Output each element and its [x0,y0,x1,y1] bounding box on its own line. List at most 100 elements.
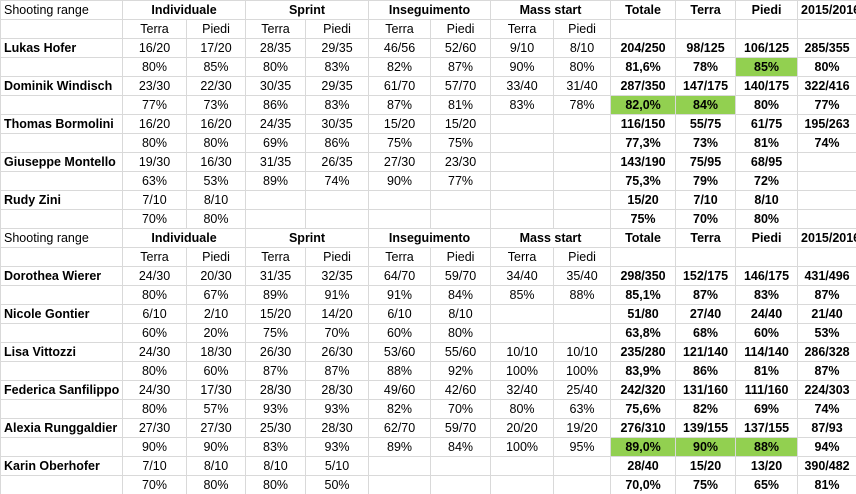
hit-count: 287/350 [610,76,677,96]
hit-count: 23/30 [122,76,187,96]
row: Giuseppe Montello 19/30 16/30 31/35 26/35 27/… [0,152,856,172]
hit-percentage: 81% [735,361,799,381]
hit-percentage: 87% [797,361,856,381]
row: 70% 80% 80% 50% 70,0% 75% 65% 81% [0,475,856,494]
blank [0,475,123,494]
hit-percentage: 83% [305,57,370,77]
row: 63% 53% 89% 74% 90% 77% 75,3% 79% 72% [0,171,856,191]
row: Terra Piedi Terra Piedi Terra Piedi Terra Piedi [0,247,856,267]
hit-percentage: 67% [185,285,247,305]
subheader: Piedi [305,247,370,267]
hit-count: 139/155 [675,418,737,438]
hit-count [305,190,370,210]
hit-percentage: 86% [675,361,737,381]
row: 77% 73% 86% 83% 87% 81% 83% 78% 82,0% 84% 80% 77% [0,95,856,115]
total-header: 2015/2016 [797,228,856,248]
group-header: Sprint [245,0,370,20]
hit-count: 121/140 [675,342,737,362]
group-header: Individuale [121,228,247,248]
hit-percentage: 86% [305,133,370,153]
hit-percentage: 91% [305,285,370,305]
hit-percentage: 70,0% [610,475,677,494]
hit-count: 10/10 [553,342,612,362]
athlete-name: Dorothea Wierer [0,266,123,286]
hit-count: 53/60 [368,342,432,362]
hit-percentage [490,171,555,191]
hit-count: 24/30 [122,380,187,400]
hit-percentage: 85,1% [610,285,677,305]
hit-percentage: 81% [735,133,799,153]
hit-percentage: 77,3% [610,133,677,153]
hit-percentage: 75,3% [610,171,677,191]
blank [0,95,123,115]
hit-percentage: 69% [735,399,799,419]
hit-count [553,152,612,172]
total-header: Terra [675,0,737,20]
row: Dorothea Wierer 24/30 20/30 31/35 32/35 64/70… [0,266,856,286]
hit-count: 5/10 [305,456,370,476]
hit-count [797,190,856,210]
hit-percentage: 70% [675,209,737,229]
blank [0,285,123,305]
hit-percentage: 83% [490,95,555,115]
hit-percentage [553,171,612,191]
hit-count: 146/175 [735,266,799,286]
hit-count: 62/70 [368,418,432,438]
hit-count [490,190,555,210]
subheader: Terra [368,19,432,39]
hit-percentage: 74% [797,399,856,419]
subheader: Piedi [185,19,247,39]
row: Terra Piedi Terra Piedi Terra Piedi Terra Piedi [0,19,856,39]
hit-percentage: 70% [430,399,492,419]
range-label: Shooting range [0,0,123,20]
hit-percentage: 83,9% [610,361,677,381]
hit-percentage: 80% [245,57,307,77]
blank [0,19,123,39]
row: 90% 90% 83% 93% 89% 84% 100% 95% 89,0% 90% 88% 94% [0,437,856,457]
hit-percentage: 80% [185,209,247,229]
blank [0,399,123,419]
athlete-name: Karin Oberhofer [0,456,123,476]
hit-count: 431/496 [797,266,856,286]
hit-count: 52/60 [430,38,492,58]
hit-count: 7/10 [675,190,737,210]
hit-percentage: 87% [245,361,307,381]
hit-count: 29/35 [305,76,370,96]
hit-count: 57/70 [430,76,492,96]
blank [0,57,123,77]
blank [610,247,677,267]
hit-count [553,114,612,134]
hit-percentage: 68% [675,323,737,343]
hit-percentage: 83% [245,437,307,457]
hit-percentage: 70% [305,323,370,343]
row: 80% 57% 93% 93% 82% 70% 80% 63% 75,6% 82% 69% 74% [0,399,856,419]
hit-count: 15/20 [610,190,677,210]
hit-count: 9/10 [490,38,555,58]
hit-percentage: 75,6% [610,399,677,419]
total-header: Totale [610,0,677,20]
hit-percentage: 80% [122,285,187,305]
subheader: Terra [368,247,432,267]
hit-percentage: 80% [430,323,492,343]
row: 80% 80% 69% 86% 75% 75% 77,3% 73% 81% 74% [0,133,856,153]
hit-count: 30/35 [245,76,307,96]
hit-count: 31/35 [245,266,307,286]
hit-percentage: 80% [185,133,247,153]
row: Federica Sanfilippo 24/30 17/30 28/30 28/30 4… [0,380,856,400]
hit-count: 8/10 [185,456,247,476]
hit-count: 235/280 [610,342,677,362]
group-header: Inseguimento [368,228,492,248]
hit-count: 27/30 [368,152,432,172]
row: 80% 60% 87% 87% 88% 92% 100% 100% 83,9% 86% 81% 87% [0,361,856,381]
hit-percentage [305,209,370,229]
hit-count [490,304,555,324]
subheader: Terra [245,19,307,39]
hit-percentage: 75% [675,475,737,494]
blank [0,209,123,229]
hit-percentage: 81% [430,95,492,115]
hit-percentage: 79% [675,171,737,191]
hit-count: 55/75 [675,114,737,134]
athlete-name: Thomas Bormolini [0,114,123,134]
hit-percentage: 100% [490,437,555,457]
